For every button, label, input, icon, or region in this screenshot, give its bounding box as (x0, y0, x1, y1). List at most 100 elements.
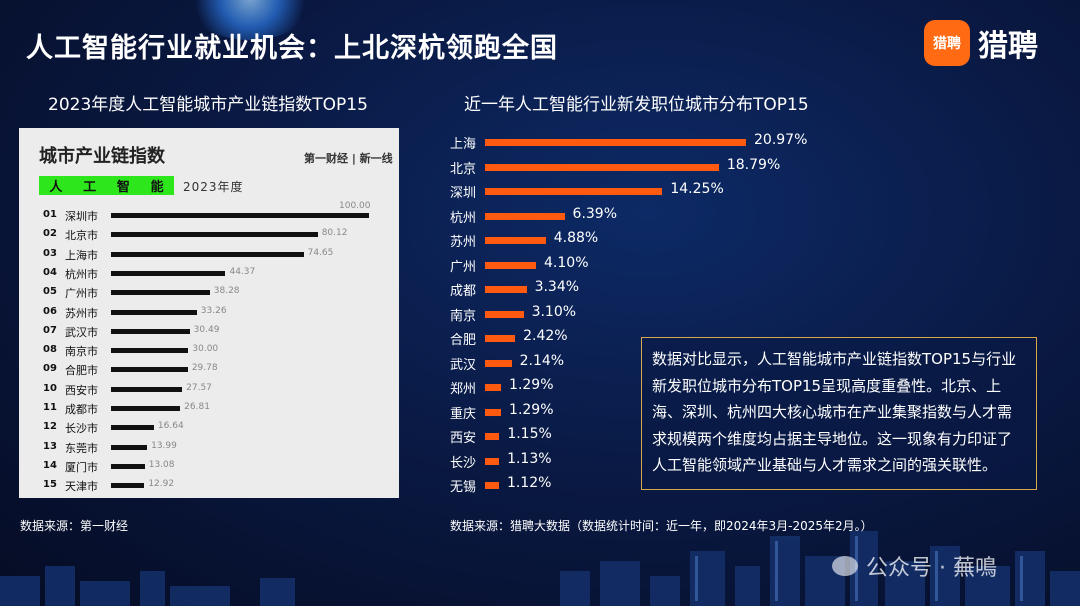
rank-number: 07 (43, 324, 57, 336)
panel-year: 2023年度 (183, 180, 244, 194)
index-value-label: 27.57 (186, 382, 212, 393)
index-value-label: 26.81 (184, 402, 210, 412)
city-index-row: 13 东莞市 13.99 (19, 439, 399, 458)
index-bar (111, 406, 181, 411)
city-label: 深圳市 (65, 210, 98, 223)
index-value-label: 44.37 (229, 266, 256, 277)
rank-number: 13 (43, 440, 57, 452)
brand-name: 猎聘 (978, 29, 1038, 64)
ai-tag: 人 工 智 能 (39, 176, 174, 195)
job-share-value: 1.15% (507, 426, 552, 442)
city-label: 重庆 (450, 406, 477, 422)
index-value-label: 13.99 (151, 440, 177, 451)
city-skyline-decoration (0, 531, 1080, 606)
city-label: 上海市 (65, 248, 98, 262)
index-bar (111, 483, 145, 489)
job-share-value: 1.12% (506, 475, 552, 491)
job-share-bar (485, 482, 499, 489)
analysis-note: 数据对比显示，人工智能城市产业链指数TOP15与行业新发职位城市分布TOP15呈… (641, 337, 1037, 490)
city-index-row: 14 厦门市 13.08 (19, 458, 399, 477)
index-bar (111, 290, 210, 296)
index-bar (111, 213, 369, 218)
watermark-text: 公众号 · 蕪鳴 (866, 556, 997, 581)
index-bar (111, 463, 145, 469)
city-label: 西安 (450, 431, 477, 446)
city-index-row: 15 天津市 12.92 (19, 477, 399, 496)
index-value-label: 12.92 (148, 479, 175, 490)
job-share-bar (485, 286, 527, 293)
city-label: 长沙 (450, 455, 477, 471)
city-label: 西安市 (65, 383, 98, 397)
job-share-value: 2.14% (519, 352, 565, 369)
index-bar (111, 328, 190, 334)
index-value-label: 30.00 (192, 344, 219, 355)
city-index-row: 07 武汉市 30.49 (19, 323, 399, 342)
panel-brand-logo: 第一财经 | 新一线 (304, 152, 393, 165)
city-index-panel: 城市产业链指数 第一财经 | 新一线 人 工 智 能 2023年度 01 深圳市 1… (19, 128, 399, 498)
city-index-row: 08 南京市 30.00 (19, 342, 399, 361)
job-share-value: 2.42% (523, 328, 568, 344)
index-value-label: 80.12 (321, 228, 348, 239)
job-share-bar (485, 212, 565, 220)
city-label: 厦门市 (65, 460, 98, 474)
city-label: 成都市 (65, 403, 98, 416)
job-share-bar (485, 335, 516, 342)
page-title: 人工智能行业就业机会：上北深杭领跑全国 (26, 33, 558, 64)
city-label: 苏州 (450, 235, 477, 250)
index-value-label: 30.49 (193, 324, 220, 335)
city-index-row: 09 合肥市 29.78 (19, 361, 399, 380)
city-label: 合肥 (450, 333, 477, 348)
panel-title: 城市产业链指数 (39, 146, 165, 167)
rank-number: 15 (43, 479, 57, 491)
job-share-bar (485, 188, 663, 195)
job-share-value: 6.39% (572, 205, 618, 222)
rank-number: 02 (43, 228, 57, 240)
job-share-bar (485, 310, 524, 318)
tag-char: 智 (116, 180, 130, 195)
index-value-label: 29.78 (191, 363, 218, 374)
wechat-icon (832, 556, 858, 576)
wechat-watermark: 公众号 · 蕪鳴 (832, 550, 997, 582)
city-index-row: 03 上海市 74.65 (19, 246, 399, 265)
job-share-bar (485, 457, 500, 465)
city-index-row: 10 西安市 27.57 (19, 381, 399, 400)
city-label: 杭州市 (65, 267, 98, 281)
city-label: 深圳 (450, 186, 477, 201)
city-label: 北京 (450, 161, 477, 177)
rank-number: 14 (43, 459, 57, 471)
city-label: 武汉市 (65, 325, 98, 339)
city-label: 苏州市 (65, 306, 98, 320)
city-index-row: 06 苏州市 33.26 (19, 304, 399, 323)
job-share-value: 4.10% (544, 254, 589, 271)
rank-number: 08 (43, 344, 57, 356)
brand-logo: 猎聘 猎聘 (924, 20, 1038, 66)
city-label: 成都 (450, 284, 477, 299)
job-share-value: 1.29% (509, 377, 554, 393)
city-index-row: 02 北京市 80.12 (19, 226, 399, 245)
index-bar (111, 425, 154, 431)
city-label: 上海 (450, 137, 477, 152)
rank-number: 10 (43, 382, 57, 394)
rank-number: 11 (43, 402, 57, 413)
city-label: 郑州 (450, 382, 477, 397)
index-bar (111, 232, 318, 238)
city-label: 广州市 (65, 287, 98, 301)
city-index-row: 05 广州市 38.28 (19, 284, 399, 303)
index-value-label: 100.00 (339, 201, 371, 211)
job-share-bar (485, 139, 746, 146)
job-share-bar (485, 261, 537, 269)
index-bar (111, 444, 148, 450)
index-value-label: 38.28 (213, 286, 240, 297)
job-share-value: 20.97% (754, 132, 808, 148)
city-label: 南京 (450, 308, 477, 324)
city-label: 合肥市 (65, 364, 98, 378)
index-bar (111, 367, 188, 373)
index-value-label: 33.26 (200, 305, 227, 316)
city-label: 长沙市 (65, 422, 98, 436)
left-chart-subtitle: 2023年度人工智能城市产业链指数TOP15 (48, 95, 368, 115)
index-bar (111, 348, 189, 354)
city-index-row: 12 长沙市 16.64 (19, 419, 399, 438)
index-value-label: 16.64 (157, 421, 184, 432)
city-label: 广州 (450, 259, 477, 275)
rank-number: 09 (43, 363, 57, 375)
